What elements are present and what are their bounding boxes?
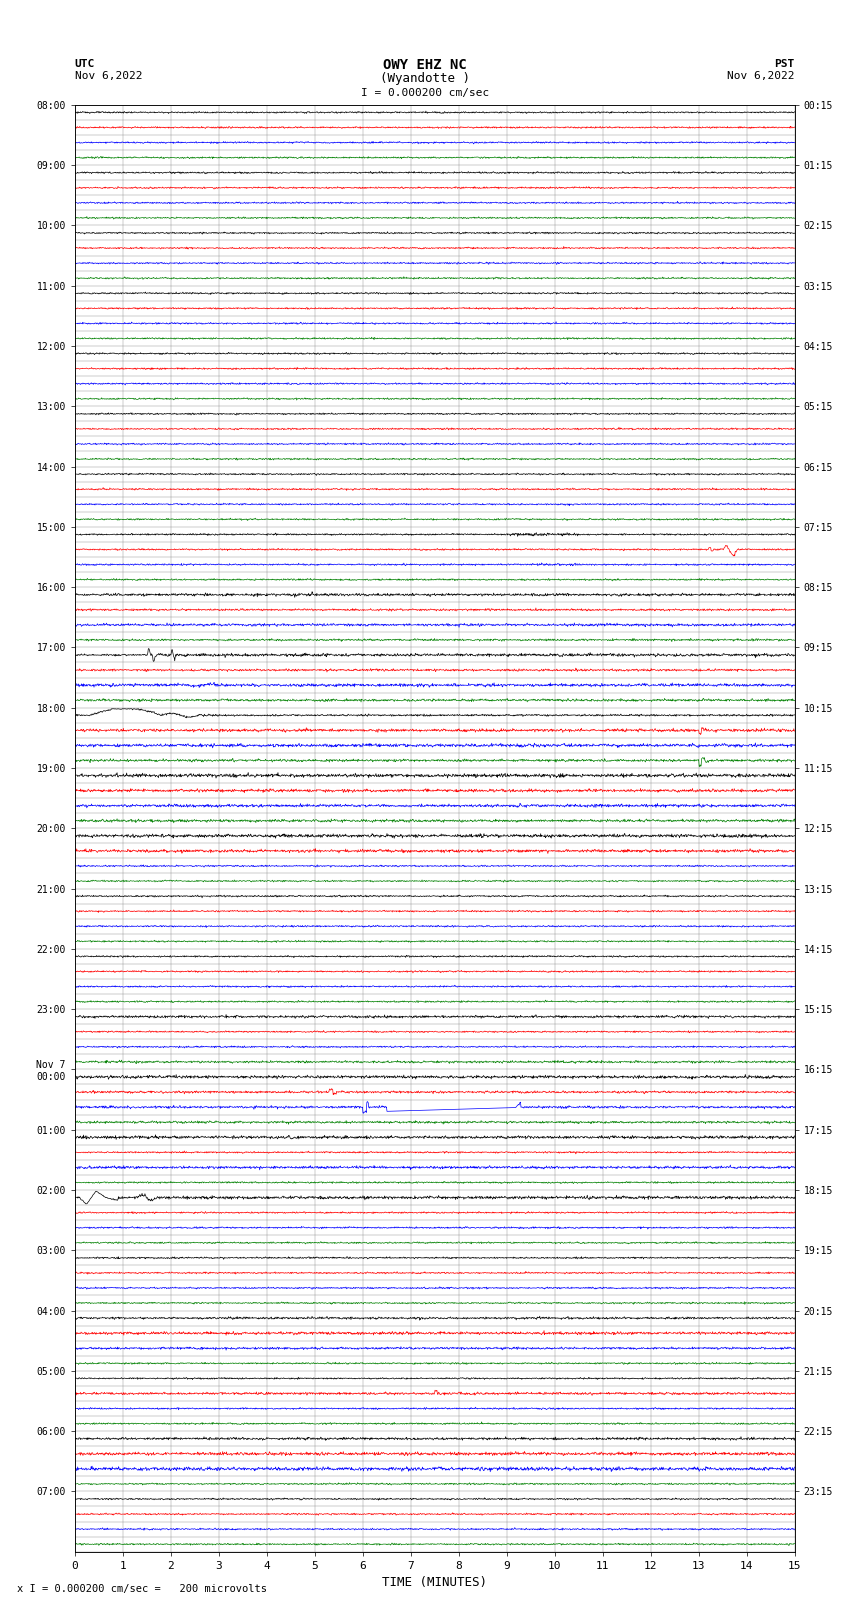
Text: Nov 6,2022: Nov 6,2022	[75, 71, 142, 82]
Text: I = 0.000200 cm/sec: I = 0.000200 cm/sec	[361, 87, 489, 97]
X-axis label: TIME (MINUTES): TIME (MINUTES)	[382, 1576, 487, 1589]
Text: x I = 0.000200 cm/sec =   200 microvolts: x I = 0.000200 cm/sec = 200 microvolts	[17, 1584, 267, 1594]
Text: OWY EHZ NC: OWY EHZ NC	[383, 58, 467, 71]
Text: UTC: UTC	[75, 58, 95, 69]
Text: (Wyandotte ): (Wyandotte )	[380, 71, 470, 84]
Text: Nov 6,2022: Nov 6,2022	[728, 71, 795, 82]
Text: PST: PST	[774, 58, 795, 69]
